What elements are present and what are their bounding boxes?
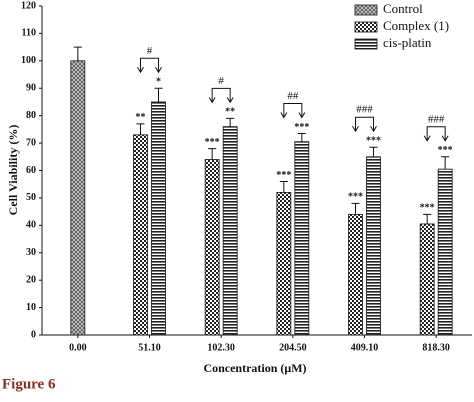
legend-swatch: [354, 21, 378, 33]
significance-label: **: [225, 107, 235, 118]
comparison-bracket: [137, 57, 162, 74]
error-bar: [136, 123, 145, 135]
y-tick-label: 40: [26, 220, 36, 231]
bar: [204, 159, 220, 336]
legend-label: cis-platin: [383, 35, 432, 50]
y-tick-label: 90: [26, 83, 36, 94]
bar: [437, 168, 453, 336]
legend-label: Control: [383, 1, 423, 16]
comparison-label: #: [147, 45, 153, 57]
y-tick-label: 70: [26, 137, 36, 148]
bar: [348, 213, 363, 336]
significance-label: ***: [276, 170, 291, 181]
y-tick-label: 50: [26, 192, 36, 203]
x-tick-label: 51.10: [138, 342, 161, 353]
significance-label: ***: [205, 137, 220, 148]
error-bar: [441, 156, 450, 170]
comparison-bracket: [280, 102, 306, 119]
error-bar: [297, 132, 306, 142]
error-bar: [423, 213, 432, 224]
legend-swatch: [354, 38, 378, 50]
bar: [276, 192, 292, 336]
significance-label: ***: [348, 192, 363, 203]
comparison-bracket: [423, 126, 449, 142]
significance-label: ***: [366, 135, 381, 146]
error-bar: [351, 202, 360, 215]
error-bar: [73, 46, 82, 61]
y-tick-label: 120: [21, 0, 36, 11]
comparison-label: ###: [428, 113, 445, 125]
error-bar: [279, 180, 288, 193]
error-bar: [154, 87, 163, 102]
significance-label: ***: [438, 145, 453, 156]
bar: [222, 126, 238, 336]
comparison-label: ##: [287, 90, 299, 102]
x-axis-title: Concentration (μM): [203, 361, 306, 375]
bar: [151, 101, 166, 336]
error-bar: [369, 146, 378, 157]
bar: [419, 223, 435, 336]
bar: [294, 141, 310, 336]
y-tick-label: 10: [26, 302, 36, 313]
y-axis-title: Cell Viability (%): [6, 125, 20, 216]
legend-swatch: [354, 4, 378, 16]
x-tick-label: 818.30: [422, 342, 450, 353]
legend-label: Complex (1): [383, 18, 449, 33]
x-tick-label: 204.50: [279, 342, 307, 353]
bar: [70, 60, 86, 336]
comparison-label: #: [218, 75, 224, 87]
significance-label: *: [156, 77, 161, 88]
error-bar: [208, 148, 217, 160]
y-tick-label: 60: [26, 165, 36, 176]
y-tick-label: 30: [26, 247, 36, 258]
x-tick-label: 0.00: [69, 342, 87, 353]
y-tick-label: 0: [31, 329, 36, 340]
caption: Figure 6: [2, 376, 56, 392]
error-bar: [226, 117, 235, 127]
significance-label: ***: [294, 122, 309, 133]
y-tick-label: 110: [22, 28, 36, 39]
comparison-label: ###: [356, 104, 373, 116]
comparison-bracket: [352, 116, 377, 133]
bar: [366, 156, 381, 336]
significance-label: **: [136, 112, 146, 123]
y-tick-label: 20: [26, 274, 36, 285]
x-tick-label: 102.30: [207, 342, 235, 353]
x-tick-label: 409.10: [351, 342, 379, 353]
y-tick-label: 100: [21, 55, 36, 66]
comparison-bracket: [208, 87, 234, 104]
bar: [133, 134, 148, 336]
y-tick-label: 80: [26, 110, 36, 121]
significance-label: ***: [420, 203, 435, 214]
